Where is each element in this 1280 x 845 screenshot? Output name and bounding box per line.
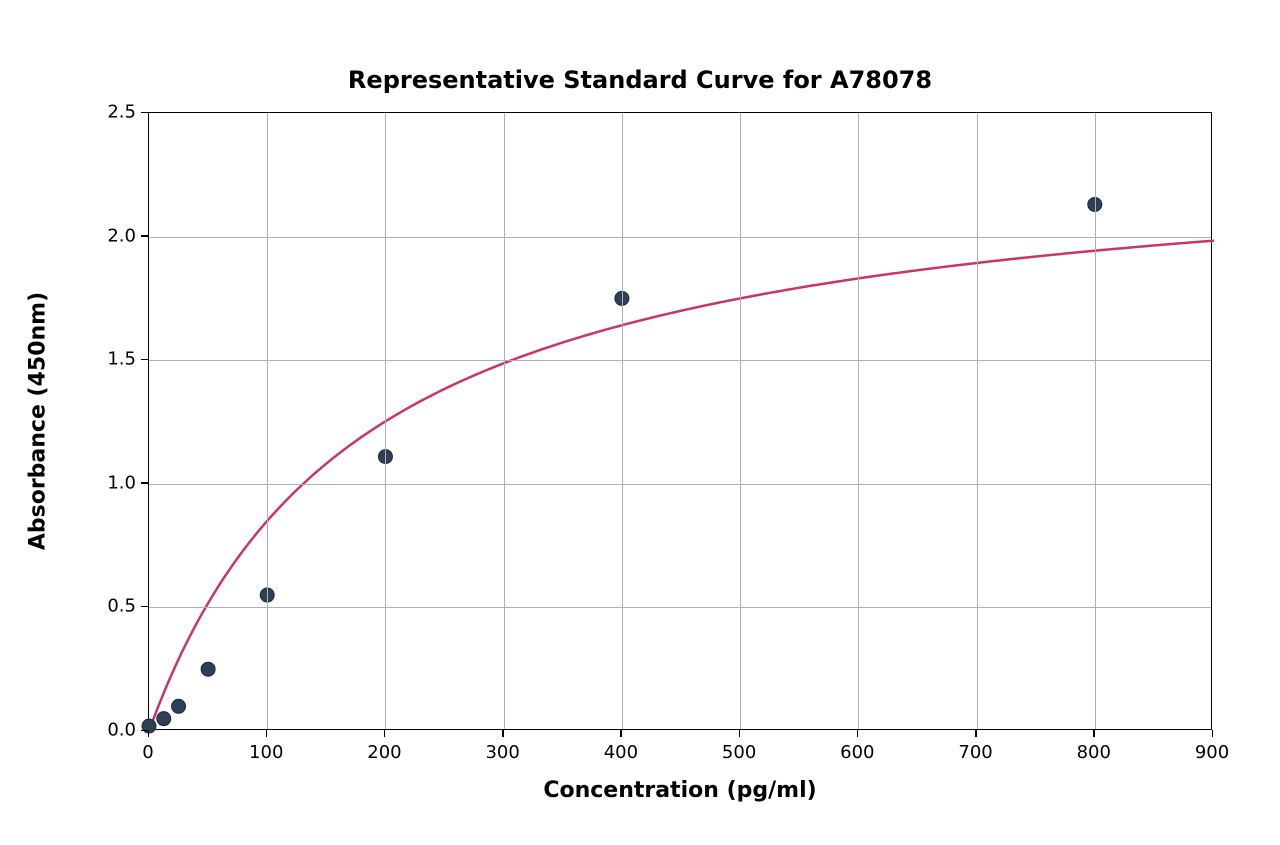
y-tick-label: 0.0	[100, 720, 136, 741]
grid-line-vertical	[858, 113, 859, 729]
grid-line-vertical	[385, 113, 386, 729]
grid-line-vertical	[740, 113, 741, 729]
fit-curve	[149, 241, 1213, 731]
x-tick-mark	[739, 730, 741, 737]
x-tick-mark	[266, 730, 268, 737]
data-point	[201, 662, 215, 676]
x-tick-label: 100	[249, 742, 283, 763]
plot-svg	[149, 113, 1213, 731]
y-tick-label: 2.5	[100, 102, 136, 123]
data-point	[157, 712, 171, 726]
x-tick-label: 200	[367, 742, 401, 763]
x-tick-label: 900	[1195, 742, 1229, 763]
y-tick-mark	[141, 730, 148, 732]
data-point	[172, 699, 186, 713]
grid-line-vertical	[977, 113, 978, 729]
y-tick-label: 0.5	[100, 596, 136, 617]
y-tick-mark	[141, 235, 148, 237]
x-tick-mark	[1212, 730, 1214, 737]
y-tick-mark	[141, 482, 148, 484]
x-tick-mark	[384, 730, 386, 737]
grid-line-horizontal	[149, 237, 1211, 238]
grid-line-vertical	[267, 113, 268, 729]
plot-area	[148, 112, 1212, 730]
x-tick-label: 700	[958, 742, 992, 763]
x-tick-mark	[620, 730, 622, 737]
x-tick-label: 0	[142, 742, 153, 763]
x-tick-mark	[502, 730, 504, 737]
x-tick-label: 500	[722, 742, 756, 763]
x-tick-label: 400	[604, 742, 638, 763]
grid-line-horizontal	[149, 607, 1211, 608]
x-tick-label: 800	[1077, 742, 1111, 763]
y-tick-label: 1.0	[100, 472, 136, 493]
grid-line-vertical	[622, 113, 623, 729]
grid-line-horizontal	[149, 360, 1211, 361]
x-tick-label: 600	[840, 742, 874, 763]
y-tick-mark	[141, 112, 148, 114]
figure: Representative Standard Curve for A78078…	[0, 0, 1280, 845]
x-tick-mark	[148, 730, 150, 737]
x-tick-mark	[975, 730, 977, 737]
grid-line-vertical	[1095, 113, 1096, 729]
x-tick-mark	[857, 730, 859, 737]
y-tick-mark	[141, 606, 148, 608]
grid-line-vertical	[504, 113, 505, 729]
chart-title: Representative Standard Curve for A78078	[348, 66, 932, 94]
y-tick-mark	[141, 359, 148, 361]
grid-line-horizontal	[149, 484, 1211, 485]
x-tick-label: 300	[485, 742, 519, 763]
y-tick-label: 1.5	[100, 349, 136, 370]
x-tick-mark	[1093, 730, 1095, 737]
y-axis-label: Absorbance (450nm)	[26, 292, 51, 550]
x-axis-label: Concentration (pg/ml)	[543, 778, 816, 803]
y-tick-label: 2.0	[100, 225, 136, 246]
